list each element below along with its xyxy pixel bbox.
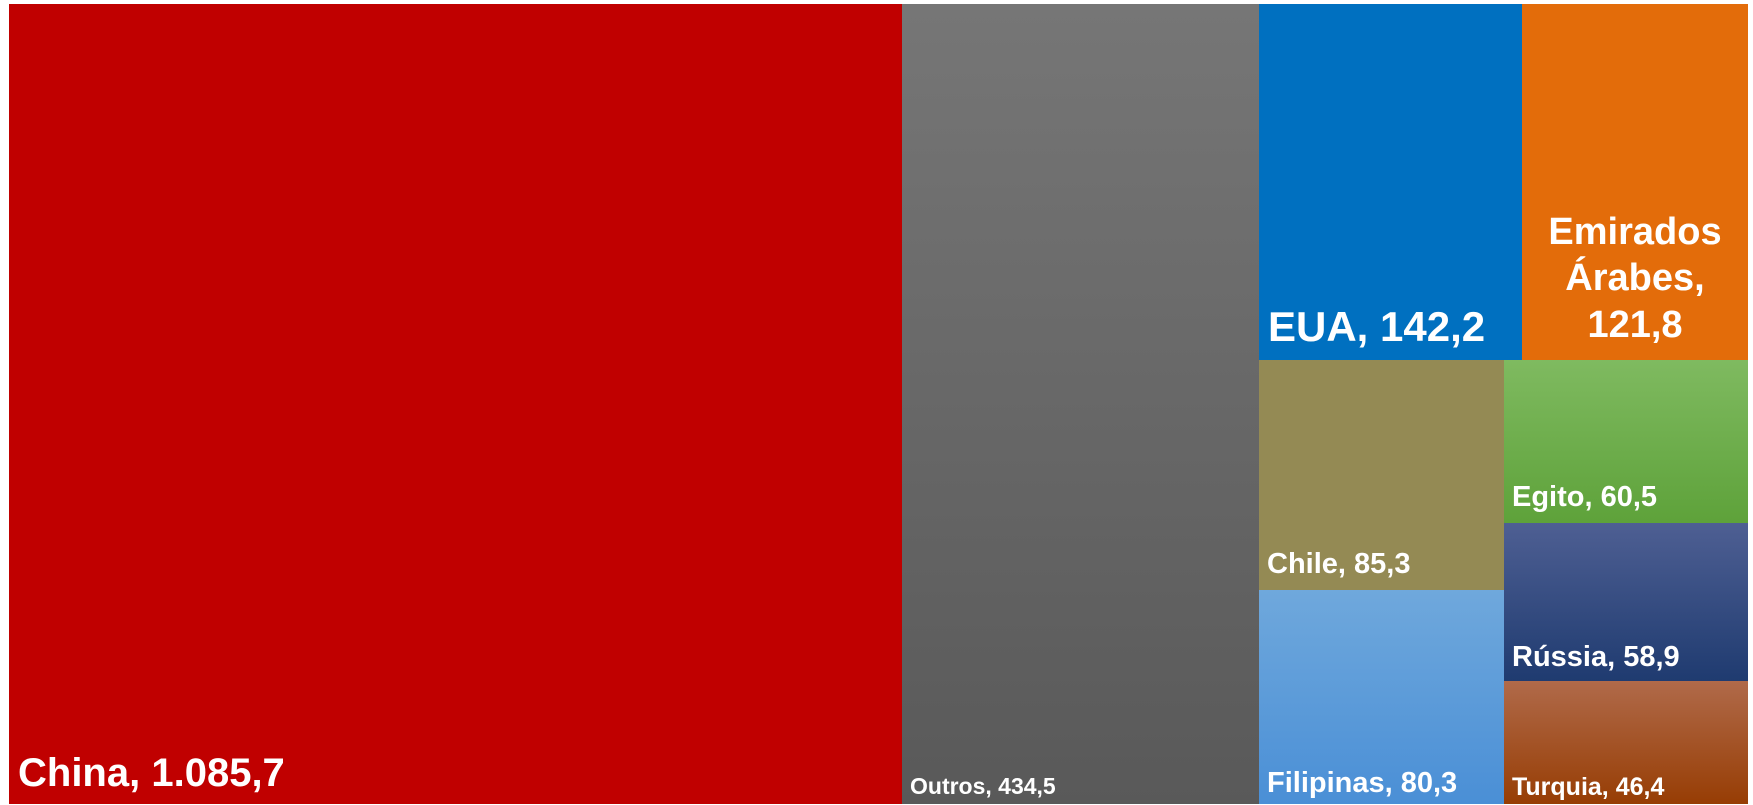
treemap-tile-turquia: Turquia, 46,4: [1504, 681, 1748, 804]
treemap-label-chile: Chile, 85,3: [1267, 547, 1411, 580]
treemap-tile-filipinas: Filipinas, 80,3: [1259, 590, 1504, 804]
treemap-tile-eua: EUA, 142,2: [1259, 4, 1522, 360]
treemap-label-china: China, 1.085,7: [18, 751, 285, 796]
treemap-label-turquia: Turquia, 46,4: [1512, 772, 1665, 801]
treemap-label-egito: Egito, 60,5: [1512, 480, 1658, 513]
treemap-tile-russia: Rússia, 58,9: [1504, 523, 1748, 681]
treemap-label-russia: Rússia, 58,9: [1512, 640, 1680, 673]
treemap-tile-emirados-arabes: Emirados Árabes, 121,8: [1522, 4, 1748, 360]
treemap-tile-chile: Chile, 85,3: [1259, 360, 1504, 590]
treemap-tile-egito: Egito, 60,5: [1504, 360, 1748, 523]
treemap-label-outros: Outros, 434,5: [910, 772, 1056, 799]
treemap-chart: China, 1.085,7 Outros, 434,5 EUA, 142,2 Emi…: [9, 4, 1748, 804]
treemap-tile-china: China, 1.085,7: [9, 4, 902, 804]
treemap-label-eua: EUA, 142,2: [1268, 302, 1486, 350]
treemap-label-filipinas: Filipinas, 80,3: [1267, 766, 1458, 799]
treemap-label-emirados-arabes: Emirados Árabes, 121,8: [1548, 210, 1722, 346]
treemap-tile-outros: Outros, 434,5: [902, 4, 1259, 804]
